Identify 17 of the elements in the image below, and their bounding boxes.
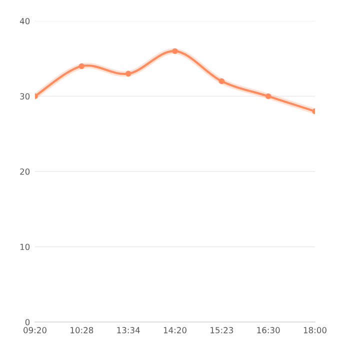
y-tick-label: 0 [25, 318, 30, 326]
x-tick-label: 18:00 [304, 327, 326, 334]
y-tick-label: 10 [20, 244, 30, 250]
x-tick-label: 13:34 [117, 327, 140, 334]
x-tick-label: 09:20 [24, 327, 46, 334]
y-tick-label: 40 [20, 18, 30, 24]
point [218, 78, 225, 84]
point [172, 48, 178, 54]
x-tick-label: 10:28 [70, 327, 94, 334]
y-tick-label: 30 [20, 93, 30, 100]
x-tick-label: 15:23 [210, 327, 234, 334]
point [125, 70, 132, 77]
x-tick-label: 14:20 [164, 327, 186, 334]
x-tick-label: 16:30 [257, 327, 280, 334]
point [78, 63, 85, 70]
point [265, 93, 272, 100]
y-tick-label: 20 [20, 168, 30, 175]
